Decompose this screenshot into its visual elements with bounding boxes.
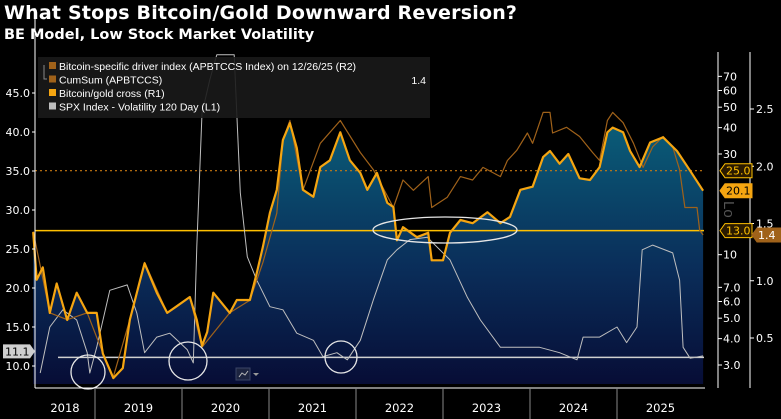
- r1-tick-label: 70: [723, 70, 737, 83]
- chart-subtitle: BE Model, Low Stock Market Volatility: [4, 27, 315, 43]
- r1-tick-label: 30: [723, 148, 737, 161]
- legend-label: Bitcoin/gold cross (R1): [59, 88, 165, 100]
- tag-13-label: 13.0: [726, 225, 751, 238]
- tag-13: [719, 223, 753, 239]
- x-tick-label: 2023: [472, 401, 501, 415]
- annotation-circle-2018: [70, 354, 106, 390]
- r2-tick-label: 1.0: [756, 275, 774, 288]
- r1-tick-label: 50: [723, 101, 737, 114]
- annotation-circle-2021: [324, 340, 358, 374]
- tag-driver-index-last: [751, 227, 781, 243]
- tag-bitcoin-gold-last: [719, 183, 753, 199]
- chart-title: What Stops Bitcoin/Gold Downward Reversi…: [4, 2, 518, 24]
- r1-tick-label: 5.0: [723, 312, 741, 325]
- r1-tick-label: 6.0: [723, 295, 741, 308]
- legend-group-bracket: [43, 65, 47, 80]
- r2-tick-label: 2.5: [756, 103, 774, 116]
- r1-tick-label: 60: [723, 84, 737, 97]
- r1-tick-label: 40: [723, 122, 737, 135]
- r2-tick-label: 1.5: [756, 218, 774, 231]
- x-tick-label: 2024: [559, 401, 588, 415]
- legend-swatch: [49, 102, 56, 110]
- left-tick-label: 25.0: [6, 243, 31, 256]
- r2-tick-label: 0.5: [756, 332, 774, 345]
- r1-tick-label: 4.0: [723, 333, 741, 346]
- x-tick-label: 2018: [50, 401, 79, 415]
- annotation-ellipse-2022-2023: [372, 216, 518, 244]
- r1-tick-label: 10: [723, 249, 737, 262]
- tag-driver-index-last-label: 1.4: [758, 229, 776, 242]
- legend-swatch: [49, 89, 56, 96]
- series-line-spx-volatility: [39, 54, 704, 374]
- left-tick-label: 45.0: [6, 87, 31, 100]
- tag-25-label: 25.0: [726, 165, 751, 178]
- legend-label: SPX Index - Volatility 120 Day (L1): [59, 102, 220, 114]
- tag-25: [719, 163, 753, 179]
- legend-label: Bitcoin-specific driver index (APBTCCS I…: [59, 61, 356, 73]
- legend-value: 1.4: [411, 75, 426, 87]
- left-tick-label: 30.0: [6, 204, 31, 217]
- left-tick-label: 35.0: [6, 165, 31, 178]
- r1-tick-label: 3.0: [723, 359, 741, 372]
- r1-tick-label: 7.0: [723, 281, 741, 294]
- bitcoin-gold-area-fill: [33, 123, 704, 384]
- line-chart-icon: [238, 370, 249, 378]
- legend-swatch: [49, 75, 56, 83]
- x-tick-label: 2025: [646, 401, 675, 415]
- log-scale-watermark: Lo: [720, 201, 737, 218]
- left-tick-label: 10.0: [6, 360, 31, 373]
- chevron-down-icon: [253, 373, 259, 376]
- tag-bitcoin-gold-last-label: 20.1: [726, 185, 751, 198]
- x-tick-label: 2022: [385, 401, 414, 415]
- legend-box: [38, 57, 430, 118]
- legend-swatch: [49, 62, 56, 69]
- tag-11-1-label: 11.1: [5, 345, 30, 358]
- left-tick-label: 40.0: [6, 126, 31, 139]
- x-tick-label: 2021: [298, 401, 327, 415]
- annotation-circle-2020: [168, 341, 208, 381]
- left-tick-label: 20.0: [6, 282, 31, 295]
- x-tick-label: 2019: [124, 401, 153, 415]
- tag-11-1: [3, 344, 35, 359]
- r2-tick-label: 2.0: [756, 160, 774, 173]
- left-tick-label: 15.0: [6, 321, 31, 334]
- x-tick-label: 2020: [211, 401, 240, 415]
- legend-label: CumSum (APBTCCS): [59, 75, 162, 87]
